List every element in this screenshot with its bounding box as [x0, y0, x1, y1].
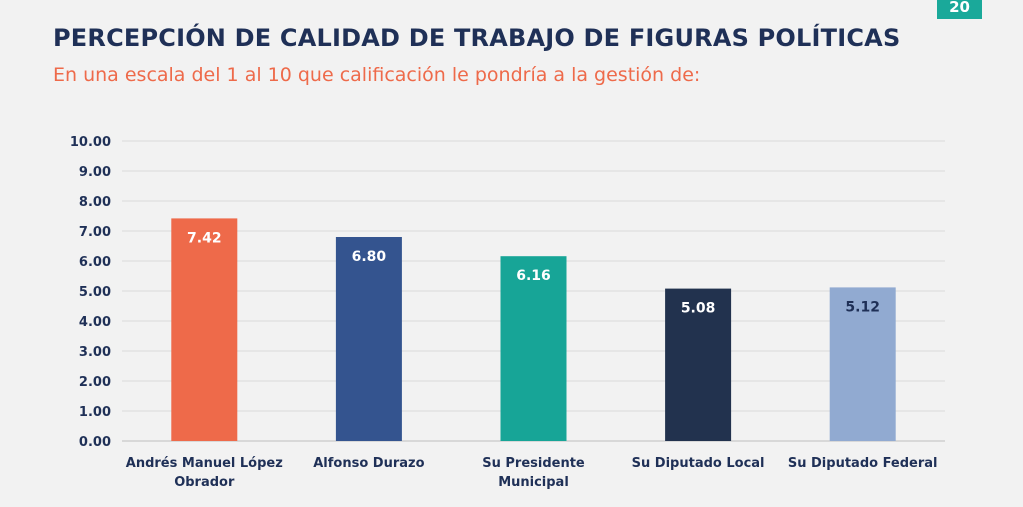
y-tick-label: 8.00 — [79, 195, 111, 210]
data-label: 5.08 — [681, 301, 716, 317]
y-tick-label: 2.00 — [79, 375, 111, 390]
page-title: PERCEPCIÓN DE CALIDAD DE TRABAJO DE FIGU… — [53, 24, 901, 52]
data-label: 6.16 — [516, 268, 551, 284]
bar — [829, 287, 896, 441]
x-tick-label: Su Diputado Federal — [788, 456, 938, 471]
y-tick-label: 7.00 — [79, 225, 111, 240]
y-tick-label: 4.00 — [79, 315, 111, 330]
x-tick-label: Su Presidente — [482, 456, 585, 471]
x-tick-label: Obrador — [174, 475, 235, 490]
y-tick-label: 5.00 — [79, 285, 111, 300]
y-tick-label: 3.00 — [79, 345, 111, 360]
bar — [500, 256, 567, 441]
y-tick-label: 6.00 — [79, 255, 111, 270]
bar — [171, 218, 238, 441]
bar — [665, 288, 732, 441]
data-label: 5.12 — [845, 299, 880, 315]
y-tick-label: 9.00 — [79, 165, 111, 180]
x-tick-label: Andrés Manuel López — [126, 456, 283, 471]
data-label: 6.80 — [352, 249, 387, 265]
bar — [335, 237, 402, 441]
y-tick-label: 0.00 — [79, 435, 111, 450]
page-number-badge: 20 — [937, 0, 982, 19]
page-subtitle: En una escala del 1 al 10 que calificaci… — [53, 64, 701, 86]
x-tick-label: Su Diputado Local — [632, 456, 765, 471]
data-label: 7.42 — [187, 230, 222, 246]
y-tick-label: 1.00 — [79, 405, 111, 420]
y-tick-label: 10.00 — [70, 135, 111, 150]
x-tick-label: Alfonso Durazo — [313, 456, 424, 471]
x-tick-label: Municipal — [498, 475, 569, 490]
